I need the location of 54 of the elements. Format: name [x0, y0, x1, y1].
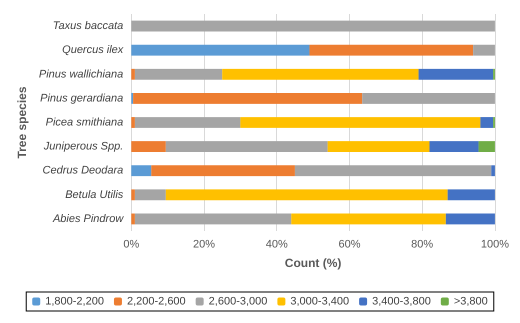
x-tick-label: 40% — [266, 238, 288, 250]
bar — [131, 214, 135, 224]
bar — [133, 92, 362, 104]
legend-label: 1,800-2,200 — [45, 296, 104, 308]
y-tick-label: Pinus wallichiana — [38, 68, 124, 80]
y-tick-label: Quercus ilex — [62, 44, 124, 56]
bar — [480, 117, 494, 128]
bar — [131, 117, 135, 128]
y-tick-label: Cedrus Deodara — [42, 164, 124, 177]
x-tick-label: 80% — [411, 238, 434, 250]
x-tick-label: 20% — [192, 238, 216, 250]
bar — [151, 165, 295, 176]
bar — [166, 141, 328, 152]
bar — [328, 141, 430, 152]
bar — [418, 68, 494, 80]
y-tick-label: Pinus gerardiana — [40, 92, 124, 104]
bar — [491, 165, 495, 176]
x-tick-label: 60% — [338, 238, 361, 250]
x-tick-label: 0% — [123, 238, 140, 250]
bar — [134, 214, 292, 224]
legend-label: 3,400-3,800 — [372, 296, 431, 308]
bar — [131, 20, 495, 32]
bar — [131, 141, 166, 152]
bar — [131, 44, 310, 56]
legend-label: 2,600-3,000 — [208, 296, 268, 308]
y-tick-label: Taxus baccata — [52, 20, 124, 32]
bar — [166, 189, 448, 200]
bar — [131, 68, 135, 80]
bar — [448, 189, 495, 200]
bar — [291, 214, 446, 224]
y-tick-label: Picea smithiana — [46, 116, 124, 128]
bar — [134, 68, 222, 80]
bar — [222, 68, 419, 80]
y-tick-label: Juniperous Spp. — [42, 140, 124, 153]
legend-label: >3,800 — [454, 296, 488, 308]
y-axis-title: Tree species — [15, 86, 29, 159]
y-tick-label: Betula Utilis — [65, 188, 124, 201]
bar — [131, 165, 152, 176]
bar — [362, 92, 495, 104]
bar — [309, 44, 474, 56]
bar — [446, 214, 495, 224]
x-axis-title: Count (%) — [284, 256, 342, 270]
bar — [134, 189, 166, 200]
bar — [240, 117, 480, 128]
legend-label: 2,200-2,600 — [126, 296, 186, 308]
x-tick-label: 100% — [480, 238, 510, 250]
bar — [134, 117, 240, 128]
y-tick-label: Abies Pindrow — [52, 212, 124, 225]
bar — [294, 165, 492, 176]
legend-label: 3,000-3,400 — [290, 296, 350, 308]
bar — [131, 189, 135, 200]
bar — [473, 44, 495, 56]
bar — [478, 141, 495, 152]
bar — [429, 141, 479, 152]
